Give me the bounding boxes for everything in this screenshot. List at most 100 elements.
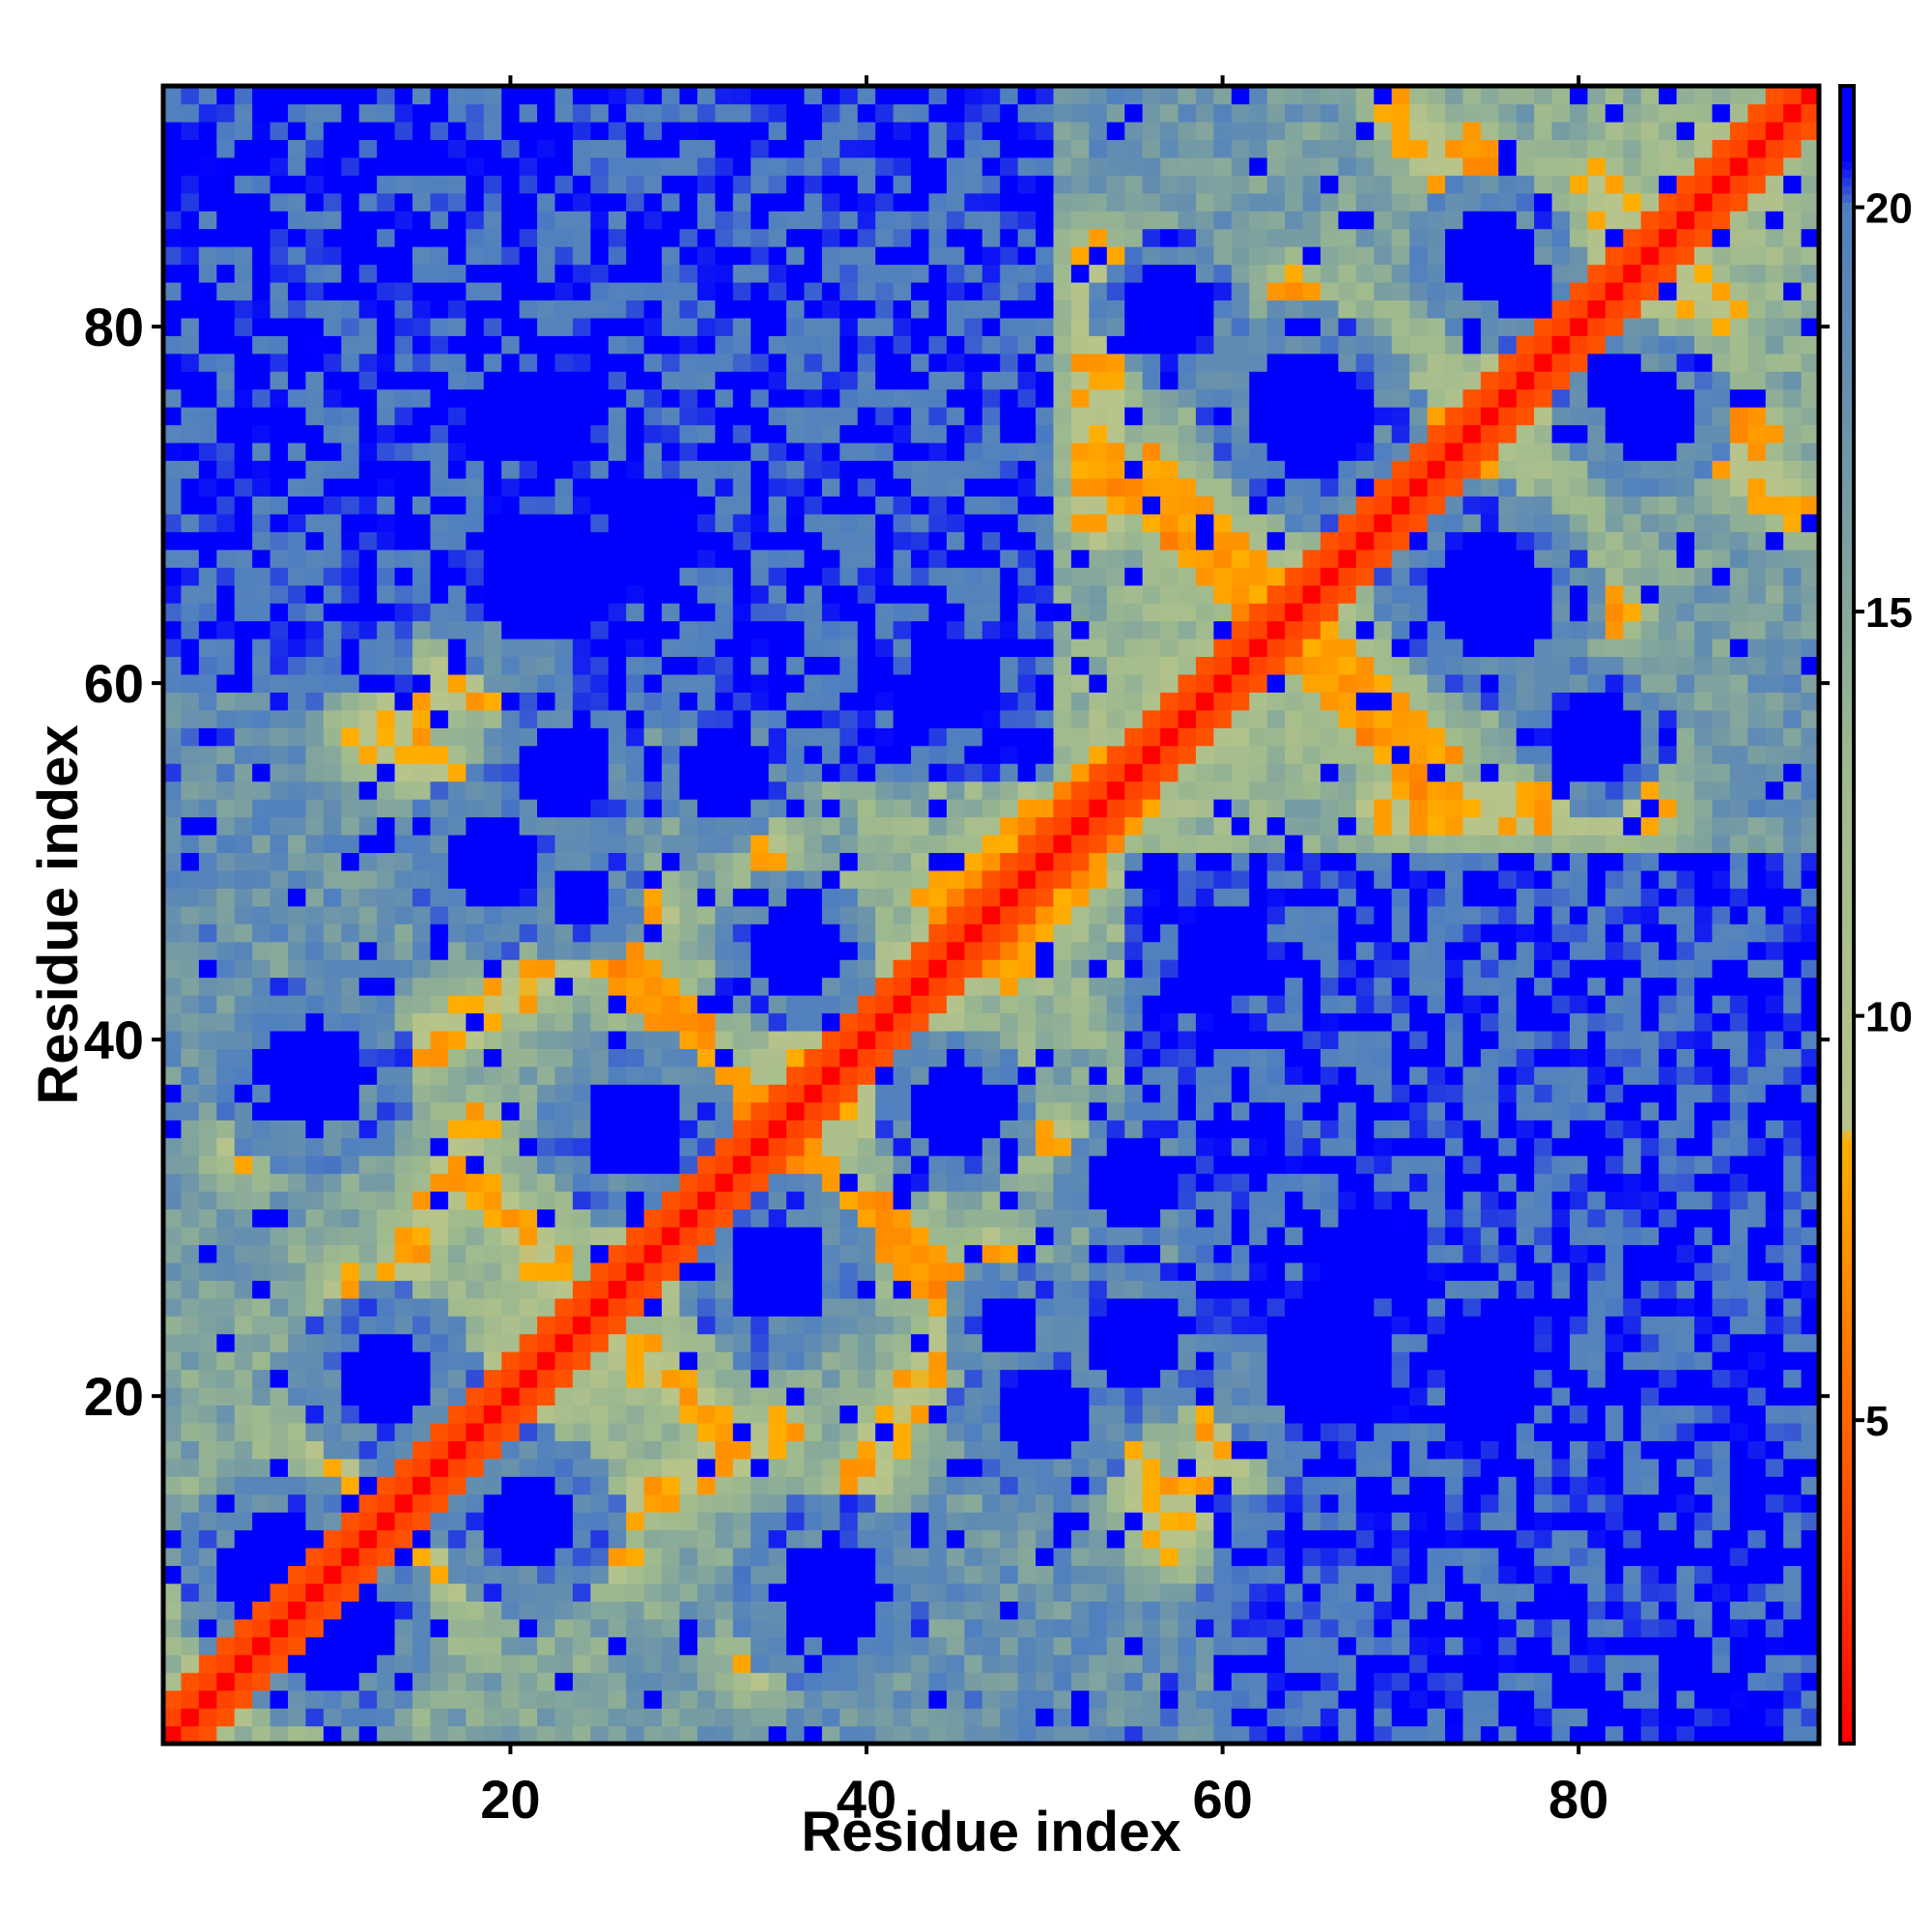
heatmap-cell <box>1089 103 1108 123</box>
heatmap-cell <box>768 121 787 140</box>
heatmap-cell <box>501 799 521 818</box>
heatmap-cell <box>358 1458 378 1477</box>
heatmap-cell <box>519 1297 538 1317</box>
heatmap-cell <box>430 888 449 907</box>
heatmap-cell <box>252 1476 271 1495</box>
heatmap-cell <box>732 103 752 123</box>
heatmap-cell <box>679 1582 698 1602</box>
heatmap-cell <box>626 246 645 266</box>
heatmap-cell <box>394 1137 413 1156</box>
heatmap-cell <box>519 86 538 105</box>
heatmap-cell <box>1017 192 1037 212</box>
heatmap-cell <box>1089 371 1108 390</box>
heatmap-cell <box>430 745 449 764</box>
heatmap-cell <box>341 1084 360 1103</box>
heatmap-cell <box>696 1458 716 1477</box>
heatmap-cell <box>981 407 1001 426</box>
heatmap-cell <box>715 567 734 586</box>
heatmap-cell <box>216 1476 236 1495</box>
heatmap-cell <box>1089 1084 1108 1103</box>
heatmap-cell <box>1089 211 1108 230</box>
heatmap-cell <box>163 424 183 443</box>
heatmap-cell <box>964 727 983 747</box>
heatmap-cell <box>662 156 681 176</box>
heatmap-cell <box>1070 692 1090 711</box>
heatmap-cell <box>643 603 663 622</box>
heatmap-cell <box>447 656 467 675</box>
heatmap-cell <box>679 1369 698 1388</box>
heatmap-cell <box>751 1262 770 1281</box>
heatmap-cell <box>288 299 307 319</box>
heatmap-cell <box>626 103 645 123</box>
heatmap-cell <box>751 211 770 230</box>
heatmap-cell <box>608 1565 627 1584</box>
heatmap-cell <box>252 1422 271 1441</box>
heatmap-cell <box>501 1120 521 1139</box>
heatmap-cell <box>412 1155 432 1175</box>
heatmap-cell <box>216 656 236 675</box>
heatmap-cell <box>839 923 859 943</box>
heatmap-cell <box>358 1137 378 1156</box>
heatmap-cell <box>216 763 236 782</box>
heatmap-cell <box>519 781 538 800</box>
heatmap-cell <box>662 228 681 247</box>
heatmap-cell <box>751 1351 770 1371</box>
heatmap-cell <box>288 1137 307 1156</box>
heatmap-cell <box>216 1155 236 1175</box>
heatmap-cell <box>554 317 574 336</box>
heatmap-cell <box>163 1226 183 1245</box>
heatmap-cell <box>911 603 930 622</box>
heatmap-cell <box>626 1405 645 1424</box>
heatmap-cell <box>341 371 360 390</box>
heatmap-cell <box>572 1493 591 1513</box>
heatmap-cell <box>786 1654 806 1673</box>
heatmap-cell <box>1053 941 1072 960</box>
heatmap-cell <box>1106 1120 1125 1139</box>
heatmap-cell <box>751 620 770 639</box>
heatmap-cell <box>163 673 183 693</box>
heatmap-cell <box>1000 1405 1019 1424</box>
heatmap-cell <box>608 1173 627 1192</box>
heatmap-cell <box>430 1512 449 1531</box>
heatmap-cell <box>519 175 538 194</box>
heatmap-cell <box>412 1548 432 1567</box>
heatmap-cell <box>554 1316 574 1335</box>
heatmap-cell <box>358 1208 378 1228</box>
heatmap-cell <box>626 799 645 818</box>
heatmap-cell <box>964 923 983 943</box>
heatmap-cell <box>554 1458 574 1477</box>
heatmap-cell <box>1070 639 1090 658</box>
heatmap-cell <box>1036 1333 1055 1352</box>
heatmap-cell <box>643 1297 663 1317</box>
heatmap-cell <box>768 781 787 800</box>
heatmap-cell <box>626 121 645 140</box>
heatmap-cell <box>554 477 574 497</box>
heatmap-cell <box>394 584 413 604</box>
heatmap-cell <box>590 1369 610 1388</box>
heatmap-cell <box>786 513 806 532</box>
heatmap-cell <box>911 1548 930 1567</box>
heatmap-cell <box>928 1725 948 1745</box>
heatmap-cell <box>341 1654 360 1673</box>
heatmap-cell <box>163 1582 183 1602</box>
heatmap-cell <box>377 1262 396 1281</box>
heatmap-cell <box>751 317 770 336</box>
heatmap-cell <box>305 1529 325 1548</box>
heatmap-cell <box>181 1582 200 1602</box>
heatmap-cell <box>1053 1191 1072 1210</box>
heatmap-cell <box>252 1636 271 1656</box>
heatmap-cell <box>377 1618 396 1637</box>
heatmap-cell <box>198 299 217 319</box>
heatmap-cell <box>839 709 859 728</box>
heatmap-cell <box>1053 549 1072 568</box>
heatmap-cell <box>821 1369 840 1388</box>
heatmap-cell <box>751 1476 770 1495</box>
heatmap-cell <box>447 905 467 924</box>
heatmap-cell <box>1089 639 1108 658</box>
heatmap-cell <box>270 1262 289 1281</box>
heatmap-cell <box>590 816 610 836</box>
heatmap-cell <box>358 1369 378 1388</box>
heatmap-cell <box>1070 620 1090 639</box>
heatmap-cell <box>626 1725 645 1745</box>
heatmap-cell <box>519 620 538 639</box>
